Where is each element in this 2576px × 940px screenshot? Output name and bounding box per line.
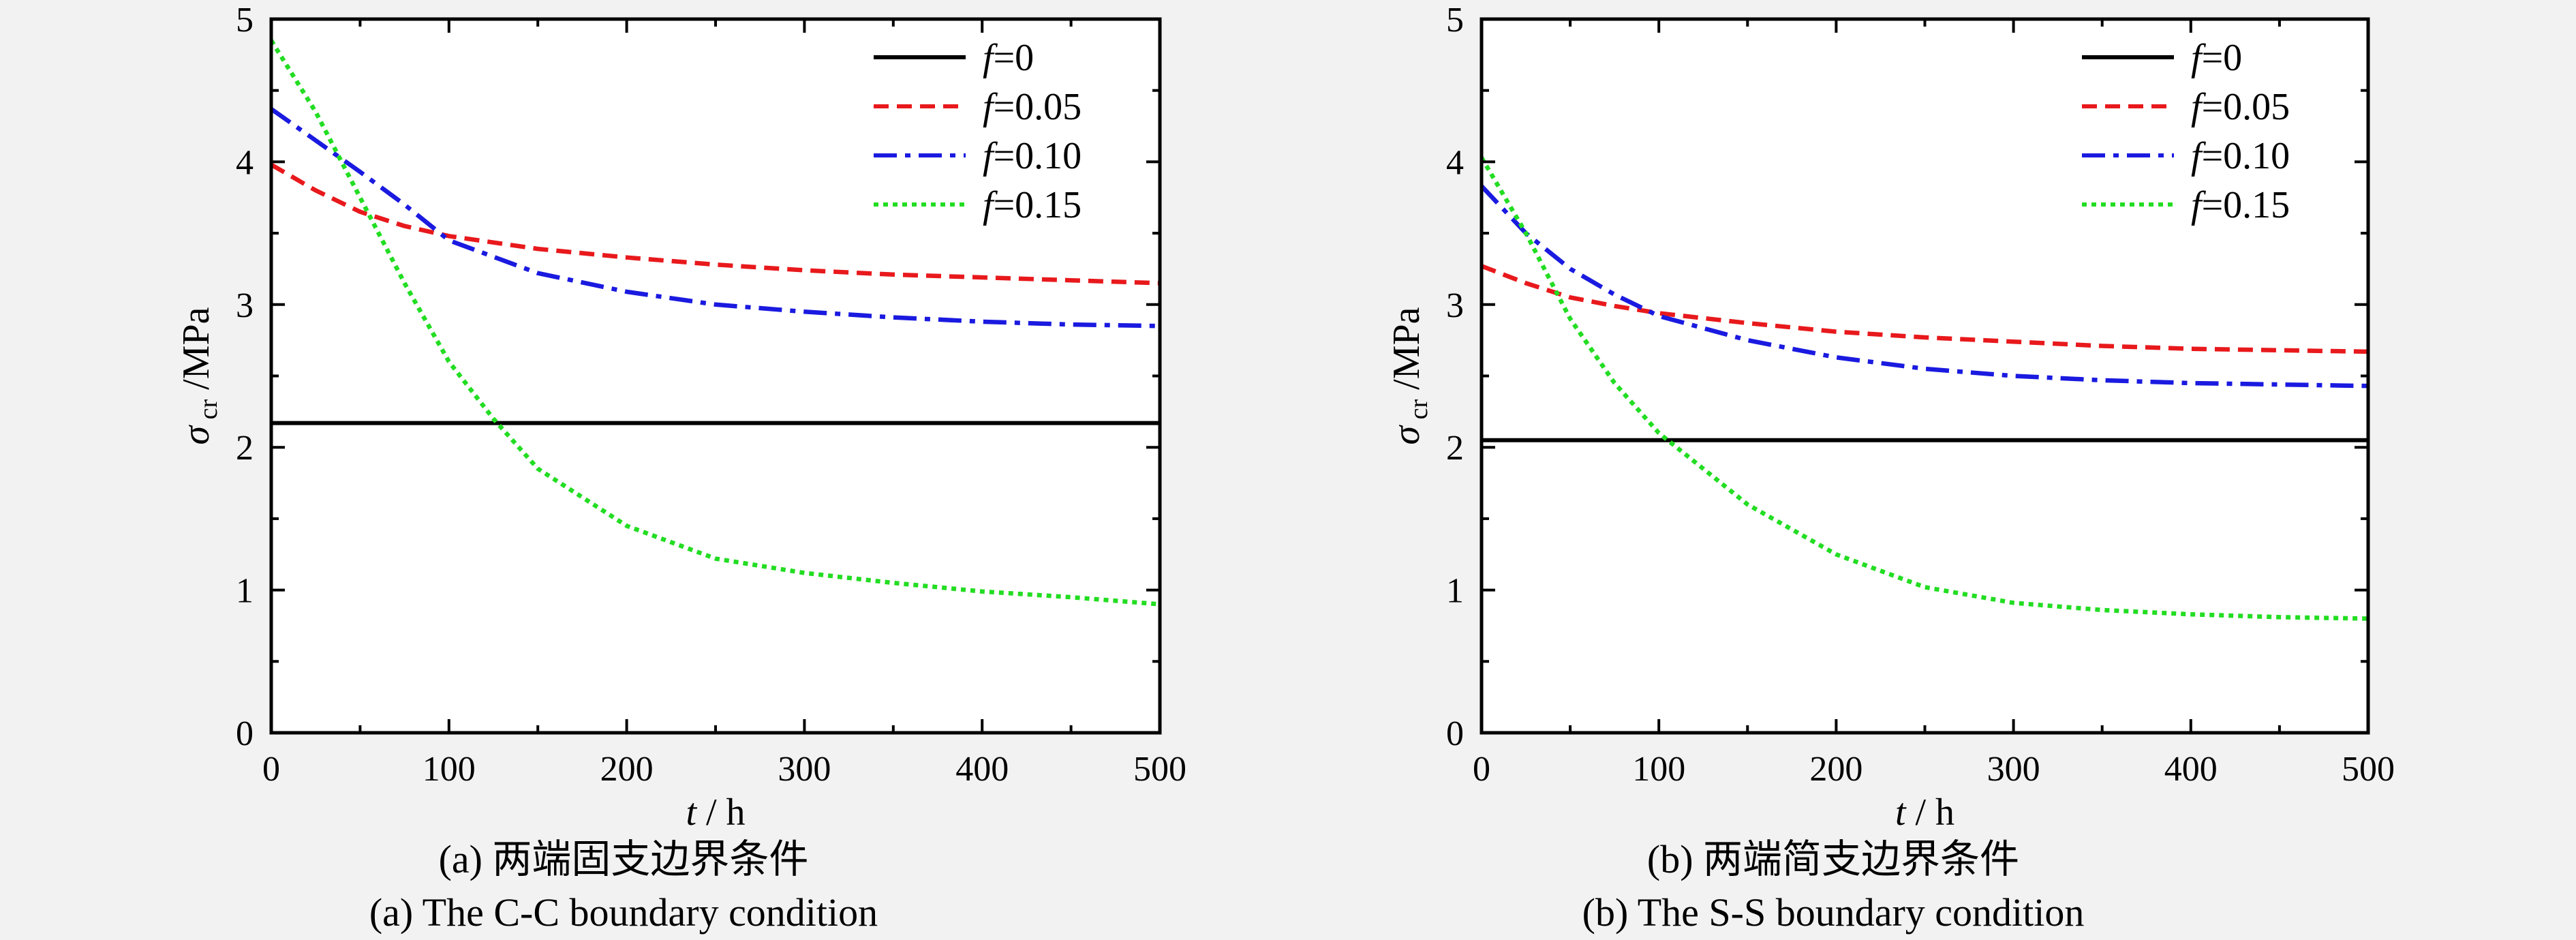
series-line-f-0-10: [271, 107, 1160, 329]
x-axis-title: t / h: [1895, 791, 1954, 834]
x-tick-label: 100: [1632, 750, 1685, 789]
x-tick-label: 400: [955, 750, 1009, 789]
x-tick-label: 0: [1473, 750, 1490, 789]
legend-label-f-0-05: f=0.05: [2191, 86, 2290, 128]
legend-label-f-0-15: f=0.15: [2191, 184, 2290, 226]
x-tick-label: 500: [1133, 750, 1186, 789]
y-tick-label: 2: [1446, 429, 1464, 468]
y-tick-label: 4: [236, 143, 254, 182]
series-group: [1482, 156, 2368, 621]
y-tick-label: 0: [1446, 714, 1464, 753]
caption-english: (b) The S-S boundary condition: [1582, 890, 2085, 935]
x-axis-title: t / h: [686, 791, 745, 834]
y-tick-label: 1: [1446, 572, 1464, 611]
y-tick-label: 5: [1446, 1, 1464, 40]
legend-label-f-0-10: f=0.10: [983, 135, 1082, 177]
legend-label-f-0: f=0: [2191, 37, 2242, 79]
x-tick-label: 200: [600, 750, 654, 789]
chart-panel-0: 0 100 200 300 400 500 0 1 2 3 4 5 t / h σ cr /MPa f=0 f…: [175, 1, 1186, 935]
legend-label-f-0-10: f=0.10: [2191, 135, 2290, 177]
x-tick-label: 100: [423, 750, 476, 789]
y-axis-title: σ cr /MPa: [1385, 307, 1433, 444]
x-tick-label: 300: [1987, 750, 2040, 789]
y-tick-label: 4: [1446, 143, 1464, 182]
series-line-f-0-05: [271, 162, 1160, 286]
y-tick-label: 3: [236, 286, 254, 325]
y-tick-label: 5: [236, 1, 254, 40]
caption-chinese: (a) 两端固支边界条件: [439, 837, 809, 881]
legend-label-f-0: f=0: [983, 37, 1034, 79]
y-tick-label: 3: [1446, 286, 1464, 325]
chart-panel-1: 0 100 200 300 400 500 0 1 2 3 4 5 t / h σ cr /MPa f=0 f…: [1385, 1, 2395, 935]
x-tick-label: 300: [778, 750, 831, 789]
x-tick-label: 200: [1809, 750, 1862, 789]
series-line-f-0-15: [1482, 156, 2368, 621]
legend-label-f-0-05: f=0.05: [983, 86, 1082, 128]
caption-english: (a) The C-C boundary condition: [369, 890, 878, 935]
x-tick-label: 0: [262, 750, 280, 789]
x-tick-label: 400: [2164, 750, 2218, 789]
legend-label-f-0-15: f=0.15: [983, 184, 1082, 226]
y-axis-title: σ cr /MPa: [175, 307, 223, 444]
series-line-f-0-10: [1482, 184, 2368, 389]
caption-chinese: (b) 两端简支边界条件: [1647, 837, 2019, 881]
series-line-f-0-05: [1482, 264, 2368, 354]
plot-area: [271, 19, 1160, 733]
y-tick-label: 2: [236, 429, 254, 468]
y-tick-label: 0: [236, 714, 254, 753]
y-tick-label: 1: [236, 572, 254, 611]
x-tick-label: 500: [2342, 750, 2395, 789]
series-group: [271, 39, 1160, 607]
